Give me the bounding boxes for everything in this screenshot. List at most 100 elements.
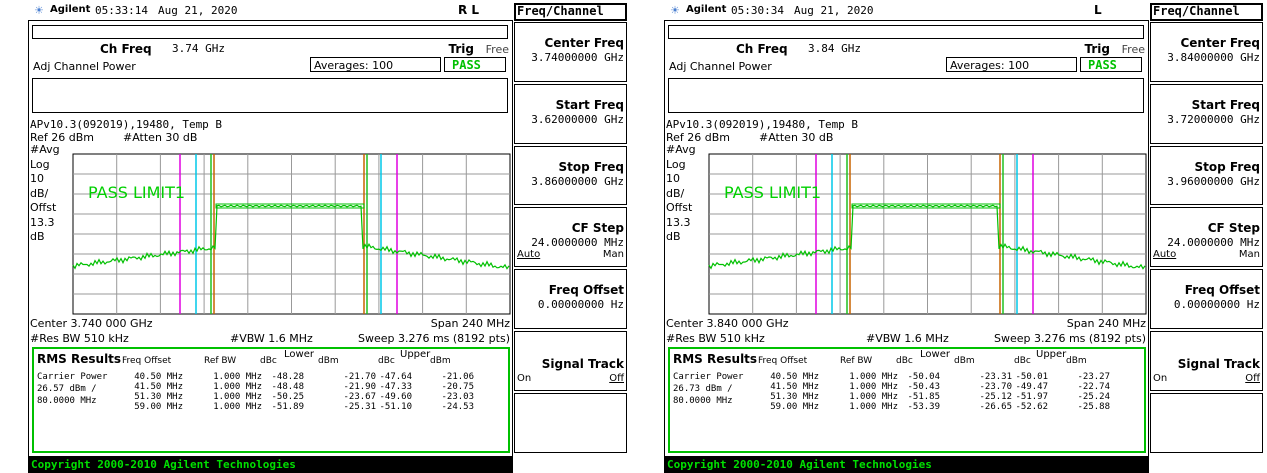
- sweep: Sweep 3.276 ms (8192 pts): [993, 332, 1146, 345]
- softkey-value: 0.00000000 Hz: [537, 298, 624, 312]
- limit-line: [851, 203, 1001, 209]
- sun-icon: ☀: [670, 4, 680, 17]
- results-header: dBm: [1066, 356, 1087, 366]
- results-cell: -26.65: [979, 402, 1012, 412]
- atten: #Atten 30 dB: [759, 131, 834, 144]
- trig: Free: [485, 43, 509, 56]
- averages-box: [310, 57, 441, 72]
- results-header: Freq Offset: [122, 356, 172, 366]
- results-cell: -51.89: [271, 402, 304, 412]
- results-cell: 59.00 MHz: [770, 402, 819, 412]
- softkey-option: Auto: [517, 249, 541, 261]
- carrier-text: 80.0000 MHz: [673, 396, 733, 406]
- results-cell: -25.31: [343, 402, 376, 412]
- results-cell: 1.000 MHz: [849, 372, 898, 382]
- ch-freq-label: Ch Freq: [100, 42, 152, 56]
- results-header: Lower: [284, 349, 314, 360]
- softkey-value: 3.72000000 GHz: [1167, 112, 1260, 126]
- results-cell: -51.97: [1015, 392, 1048, 402]
- center: Center 3.740 000 GHz: [30, 317, 153, 330]
- message-box: [668, 78, 1144, 113]
- scale-label: Offst: [30, 201, 57, 214]
- atten: #Atten 30 dB: [123, 131, 198, 144]
- results-header: dBm: [318, 356, 339, 366]
- results-cell: -47.64: [379, 372, 412, 382]
- copyright-bar: [28, 457, 513, 473]
- time: 05:30:34: [731, 4, 784, 17]
- softkey: [1150, 392, 1263, 453]
- trig-label: Trig: [1084, 42, 1111, 56]
- softkey-value: 3.86000000 GHz: [531, 174, 624, 188]
- results-cell: -22.74: [1077, 382, 1110, 392]
- results-cell: -50.01: [1015, 372, 1048, 382]
- results-cell: -48.48: [271, 382, 304, 392]
- mode: Adj Channel Power: [33, 60, 136, 73]
- softkey-value: 3.62000000 GHz: [531, 112, 624, 126]
- results-header: dBc: [896, 356, 913, 366]
- results-header: Freq Offset: [758, 356, 808, 366]
- limit-line: [215, 203, 365, 209]
- results-cell: -25.88: [1077, 402, 1110, 412]
- carrier-text: 80.0000 MHz: [37, 396, 97, 406]
- scale-label: #Avg: [666, 143, 696, 156]
- results-box: [32, 347, 510, 453]
- results-header: dBc: [260, 356, 277, 366]
- softkey: [1150, 22, 1263, 82]
- softkey: [514, 331, 627, 391]
- softkey-label: Freq Offset: [1184, 283, 1260, 298]
- trace: [708, 204, 1146, 270]
- softkey-label: Signal Track: [1177, 357, 1260, 371]
- mode: Adj Channel Power: [669, 60, 772, 73]
- results-cell: -21.70: [343, 372, 376, 382]
- results-cell: -50.43: [907, 382, 940, 392]
- results-cell: 1.000 MHz: [213, 402, 262, 412]
- results-cell: 1.000 MHz: [849, 382, 898, 392]
- scale-label: Log: [666, 157, 686, 171]
- message-box: [32, 25, 508, 39]
- scale-label: dB/: [666, 186, 685, 200]
- results-cell: -49.60: [379, 392, 412, 402]
- results-header: dBc: [378, 356, 395, 366]
- softkey-label: Start Freq: [1191, 97, 1260, 112]
- softkey: [514, 207, 627, 268]
- status-box: [444, 57, 506, 72]
- softkey-option: Man: [1238, 249, 1260, 261]
- results-cell: 41.50 MHz: [134, 382, 183, 392]
- results-cell: -25.24: [1077, 392, 1110, 402]
- flags: R L: [458, 3, 480, 17]
- trace: [72, 204, 510, 270]
- scale-label: 13.3: [30, 215, 55, 229]
- results-cell: 51.30 MHz: [134, 392, 183, 402]
- softkey-label: Start Freq: [555, 97, 624, 112]
- results-cell: -51.10: [379, 402, 412, 412]
- scale-label: 13.3: [666, 215, 691, 229]
- results-header: Upper: [1036, 349, 1067, 360]
- results-title: RMS Results: [673, 352, 758, 366]
- results-cell: -23.31: [979, 372, 1012, 382]
- results-cell: -50.04: [907, 372, 940, 382]
- averages-box: [946, 57, 1077, 72]
- carrier-text: 26.73 dBm /: [673, 384, 733, 394]
- results-cell: -52.62: [1015, 402, 1048, 412]
- results-cell: 1.000 MHz: [849, 392, 898, 402]
- results-cell: -25.12: [979, 392, 1012, 402]
- softkey-label: Stop Freq: [1194, 159, 1260, 174]
- info: APv10.3(092019),19480, Temp B: [30, 118, 223, 131]
- results-header: Upper: [400, 349, 431, 360]
- brand: Agilent: [50, 4, 91, 15]
- display: ☀: [670, 4, 1147, 315]
- softkey-value: 24.0000000 MHz: [1167, 236, 1260, 250]
- scale-label: Log: [30, 157, 50, 171]
- results-cell: 41.50 MHz: [770, 382, 819, 392]
- scale-label: dB/: [30, 186, 49, 200]
- results-header: dBm: [954, 356, 975, 366]
- trig: Free: [1121, 43, 1145, 56]
- averages: Averages: 100: [950, 59, 1030, 72]
- span: Span 240 MHz: [1066, 317, 1146, 330]
- ch-freq-label: Ch Freq: [736, 42, 788, 56]
- scale-label: dB: [30, 230, 45, 243]
- softkey-option: Off: [609, 373, 624, 384]
- time: 05:33:14: [95, 4, 148, 17]
- menu-title-box: [514, 3, 627, 21]
